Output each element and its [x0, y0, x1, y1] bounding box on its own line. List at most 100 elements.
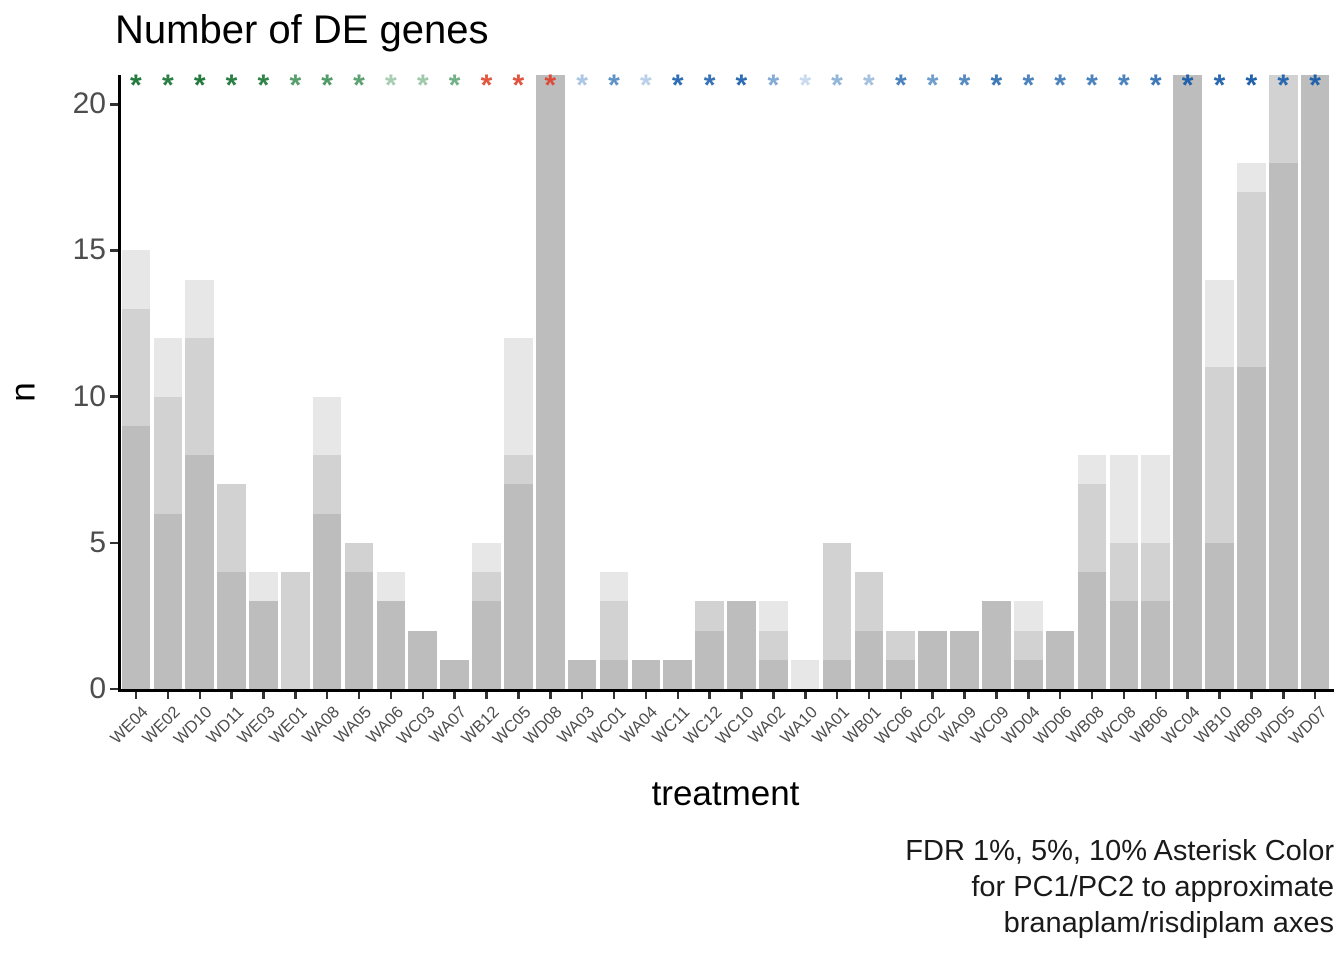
x-tick-mark: [166, 690, 170, 699]
significance-asterisk: *: [639, 69, 652, 102]
caption-line-1: FDR 1%, 5%, 10% Asterisk Color: [905, 835, 1334, 867]
bar-fdr1: [121, 425, 151, 689]
significance-asterisk: *: [831, 69, 843, 102]
significance-asterisk: *: [735, 69, 748, 102]
x-tick-mark: [485, 690, 488, 699]
bar-fdr1: [886, 659, 916, 689]
x-tick-mark: [835, 690, 839, 699]
x-tick-mark: [325, 690, 329, 699]
significance-asterisk: *: [1245, 69, 1258, 102]
bar-fdr1: [1141, 601, 1171, 689]
x-tick-mark: [262, 690, 265, 699]
bar-fdr1: [1109, 601, 1139, 689]
chart-title: Number of DE genes: [115, 8, 489, 52]
bar-fdr1: [504, 484, 533, 689]
significance-asterisk: *: [1086, 69, 1098, 102]
bar-fdr1: [1300, 75, 1330, 689]
bar-fdr1: [344, 572, 374, 689]
y-tick-label: 0: [89, 672, 106, 705]
significance-asterisk: *: [767, 69, 780, 102]
x-axis-line: [118, 689, 1334, 692]
significance-asterisk: *: [289, 69, 302, 102]
significance-asterisk: *: [480, 69, 493, 102]
significance-asterisk: *: [576, 69, 588, 102]
significance-asterisk: *: [225, 69, 238, 102]
bar-fdr1: [663, 659, 693, 689]
bar-fdr1: [472, 601, 501, 689]
x-tick-mark: [931, 690, 934, 699]
x-tick-mark: [421, 690, 425, 699]
x-tick-mark: [1186, 690, 1189, 699]
x-tick-mark: [963, 690, 966, 699]
significance-asterisk: *: [703, 69, 716, 102]
significance-asterisk: *: [926, 69, 939, 102]
bar-fdr1: [822, 659, 852, 689]
y-tick-mark: [110, 103, 119, 106]
bar-fdr1: [567, 659, 597, 689]
bar-fdr1: [376, 601, 406, 689]
x-tick-mark: [899, 690, 903, 699]
y-tick-mark: [110, 395, 119, 398]
y-tick-label: 15: [72, 233, 106, 267]
bar-fdr1: [918, 630, 947, 689]
bar-fdr1: [631, 659, 661, 689]
x-tick-mark: [198, 690, 201, 699]
bar-fdr1: [153, 513, 183, 689]
x-tick-mark: [772, 690, 775, 699]
x-tick-mark: [708, 690, 711, 699]
bar-fdr1: [535, 75, 565, 689]
significance-asterisk: *: [321, 69, 333, 102]
x-tick-mark: [612, 690, 616, 699]
significance-asterisk: *: [544, 69, 557, 102]
significance-asterisk: *: [1054, 69, 1066, 102]
bar-fdr1: [1268, 162, 1298, 689]
bar-fdr1: [217, 572, 246, 689]
y-axis-line: [118, 75, 121, 691]
significance-asterisk: *: [385, 69, 397, 102]
bar-fdr1: [695, 630, 724, 689]
bar-fdr1: [440, 659, 469, 689]
x-tick-mark: [580, 690, 584, 699]
x-tick-mark: [740, 690, 743, 699]
significance-asterisk: *: [257, 69, 270, 102]
x-tick-mark: [1282, 690, 1285, 699]
y-tick-label: 20: [72, 87, 106, 121]
bar-fdr1: [727, 601, 756, 689]
bar-fdr1: [312, 513, 342, 689]
significance-asterisk: *: [161, 69, 174, 102]
bar-fdr1: [1205, 542, 1234, 689]
bar-fdr1: [1237, 367, 1266, 689]
significance-asterisk: *: [130, 69, 142, 102]
bar-fdr1: [1013, 659, 1043, 689]
x-tick-mark: [804, 690, 807, 699]
bar-fdr1: [1173, 75, 1202, 689]
x-tick-mark: [389, 690, 393, 699]
significance-asterisk: *: [1118, 69, 1130, 102]
bar-fdr1: [854, 630, 884, 689]
x-tick-mark: [867, 690, 871, 699]
bar-fdr1: [982, 601, 1011, 689]
bar-fdr1: [759, 659, 788, 689]
significance-asterisk: *: [990, 69, 1003, 102]
x-tick-mark: [1090, 690, 1094, 699]
caption: FDR 1%, 5%, 10% Asterisk Color for PC1/P…: [905, 833, 1334, 941]
x-tick-mark: [517, 690, 520, 699]
bar-fdr1: [185, 455, 214, 689]
x-tick-mark: [676, 690, 679, 699]
x-tick-mark: [1250, 690, 1253, 699]
x-tick-mark: [134, 690, 138, 699]
x-axis-title: treatment: [651, 774, 800, 813]
significance-asterisk: *: [512, 69, 525, 102]
significance-asterisk: *: [353, 69, 365, 102]
significance-asterisk: *: [1213, 69, 1226, 102]
x-tick-mark: [644, 690, 648, 699]
significance-asterisk: *: [1181, 69, 1194, 102]
bar-fdr1: [408, 630, 438, 689]
bar-fdr1: [599, 659, 629, 689]
y-tick-mark: [110, 249, 119, 252]
x-tick-mark: [294, 690, 297, 699]
significance-asterisk: *: [671, 69, 684, 102]
significance-asterisk: *: [1309, 69, 1321, 102]
significance-asterisk: *: [193, 69, 206, 102]
